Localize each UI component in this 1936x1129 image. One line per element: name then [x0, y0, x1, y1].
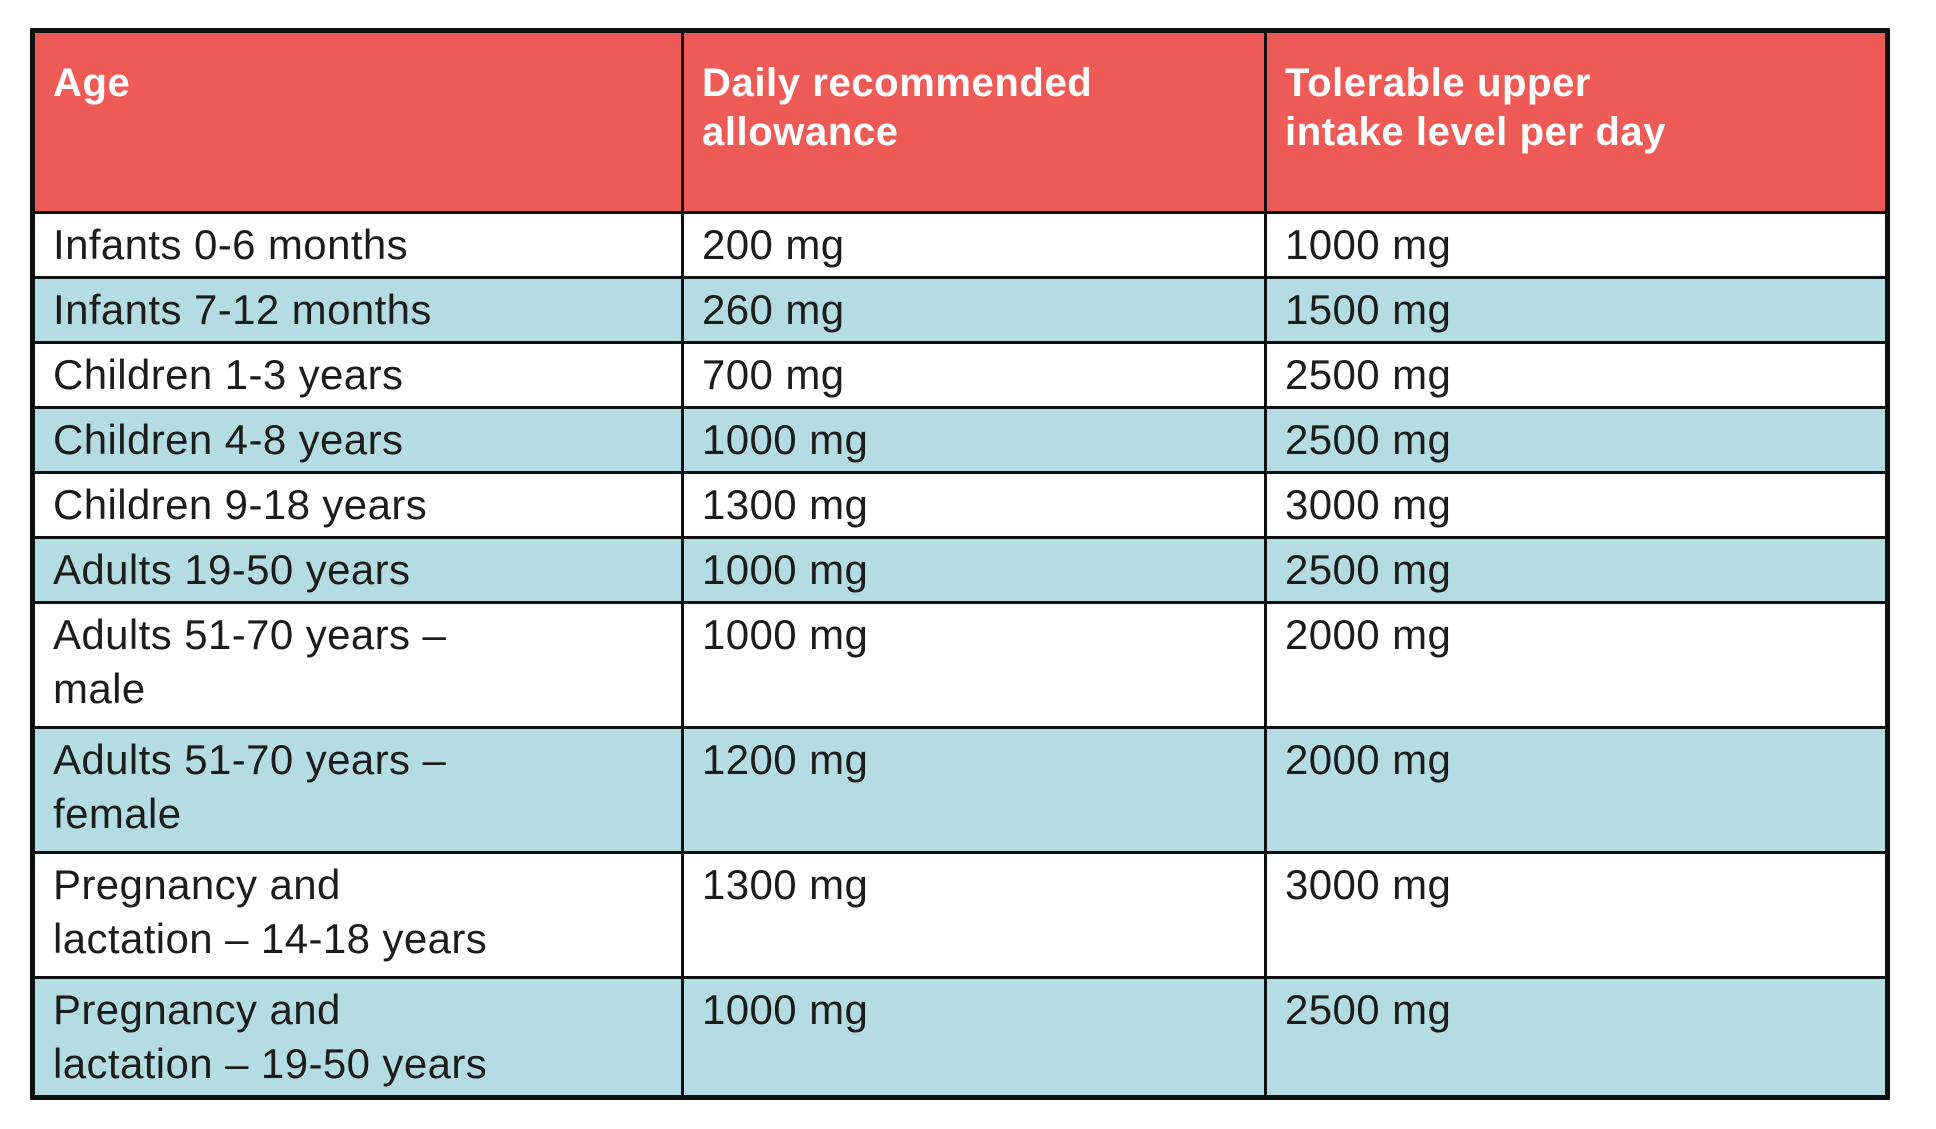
table-row-pregnancy-19-50: Pregnancy and lactation – 19-50 years 10…	[31, 976, 1889, 1099]
age-cell: Pregnancy and lactation – 14-18 years	[31, 851, 684, 979]
age-cell: Pregnancy and lactation – 19-50 years	[31, 976, 684, 1099]
age-cell: Children 1-3 years	[31, 341, 684, 409]
rda-cell: 1000 mg	[681, 536, 1267, 604]
header-row: Age Daily recommended allowance Tolerabl…	[31, 29, 1889, 214]
rda-cell: 200 mg	[681, 211, 1267, 279]
table-row-pregnancy-14-18: Pregnancy and lactation – 14-18 years 13…	[31, 851, 1889, 979]
upper-limit-cell: 2500 mg	[1264, 976, 1889, 1099]
upper-limit-cell: 2500 mg	[1264, 536, 1889, 604]
age-cell: Children 4-8 years	[31, 406, 684, 474]
age-cell: Adults 51-70 years – male	[31, 601, 684, 729]
table-row-infants-0-6: Infants 0-6 months 200 mg 1000 mg	[31, 211, 1889, 279]
upper-limit-cell: 2500 mg	[1264, 406, 1889, 474]
age-cell: Children 9-18 years	[31, 471, 684, 539]
rda-cell: 260 mg	[681, 276, 1267, 344]
calcium-intake-table: Age Daily recommended allowance Tolerabl…	[30, 28, 1890, 1100]
upper-limit-cell: 1500 mg	[1264, 276, 1889, 344]
upper-limit-cell: 1000 mg	[1264, 211, 1889, 279]
upper-limit-cell: 2500 mg	[1264, 341, 1889, 409]
age-cell: Adults 19-50 years	[31, 536, 684, 604]
table-row-adults-51-70-female: Adults 51-70 years – female 1200 mg 2000…	[31, 726, 1889, 854]
rda-cell: 1300 mg	[681, 471, 1267, 539]
age-cell: Infants 0-6 months	[31, 211, 684, 279]
upper-limit-cell: 2000 mg	[1264, 601, 1889, 729]
rda-cell: 700 mg	[681, 341, 1267, 409]
table-row-children-4-8: Children 4-8 years 1000 mg 2500 mg	[31, 406, 1889, 474]
table-row-children-1-3: Children 1-3 years 700 mg 2500 mg	[31, 341, 1889, 409]
upper-limit-cell: 3000 mg	[1264, 471, 1889, 539]
table-row-children-9-18: Children 9-18 years 1300 mg 3000 mg	[31, 471, 1889, 539]
upper-limit-cell: 2000 mg	[1264, 726, 1889, 854]
table-row-infants-7-12: Infants 7-12 months 260 mg 1500 mg	[31, 276, 1889, 344]
rda-cell: 1000 mg	[681, 601, 1267, 729]
upper-limit-cell: 3000 mg	[1264, 851, 1889, 979]
table-row-adults-19-50: Adults 19-50 years 1000 mg 2500 mg	[31, 536, 1889, 604]
rda-cell: 1000 mg	[681, 976, 1267, 1099]
column-header-daily-allowance: Daily recommended allowance	[681, 29, 1267, 214]
column-header-age: Age	[31, 29, 684, 214]
age-cell: Infants 7-12 months	[31, 276, 684, 344]
column-header-upper-intake: Tolerable upper intake level per day	[1264, 29, 1889, 214]
rda-cell: 1200 mg	[681, 726, 1267, 854]
age-cell: Adults 51-70 years – female	[31, 726, 684, 854]
rda-cell: 1300 mg	[681, 851, 1267, 979]
table-row-adults-51-70-male: Adults 51-70 years – male 1000 mg 2000 m…	[31, 601, 1889, 729]
rda-cell: 1000 mg	[681, 406, 1267, 474]
